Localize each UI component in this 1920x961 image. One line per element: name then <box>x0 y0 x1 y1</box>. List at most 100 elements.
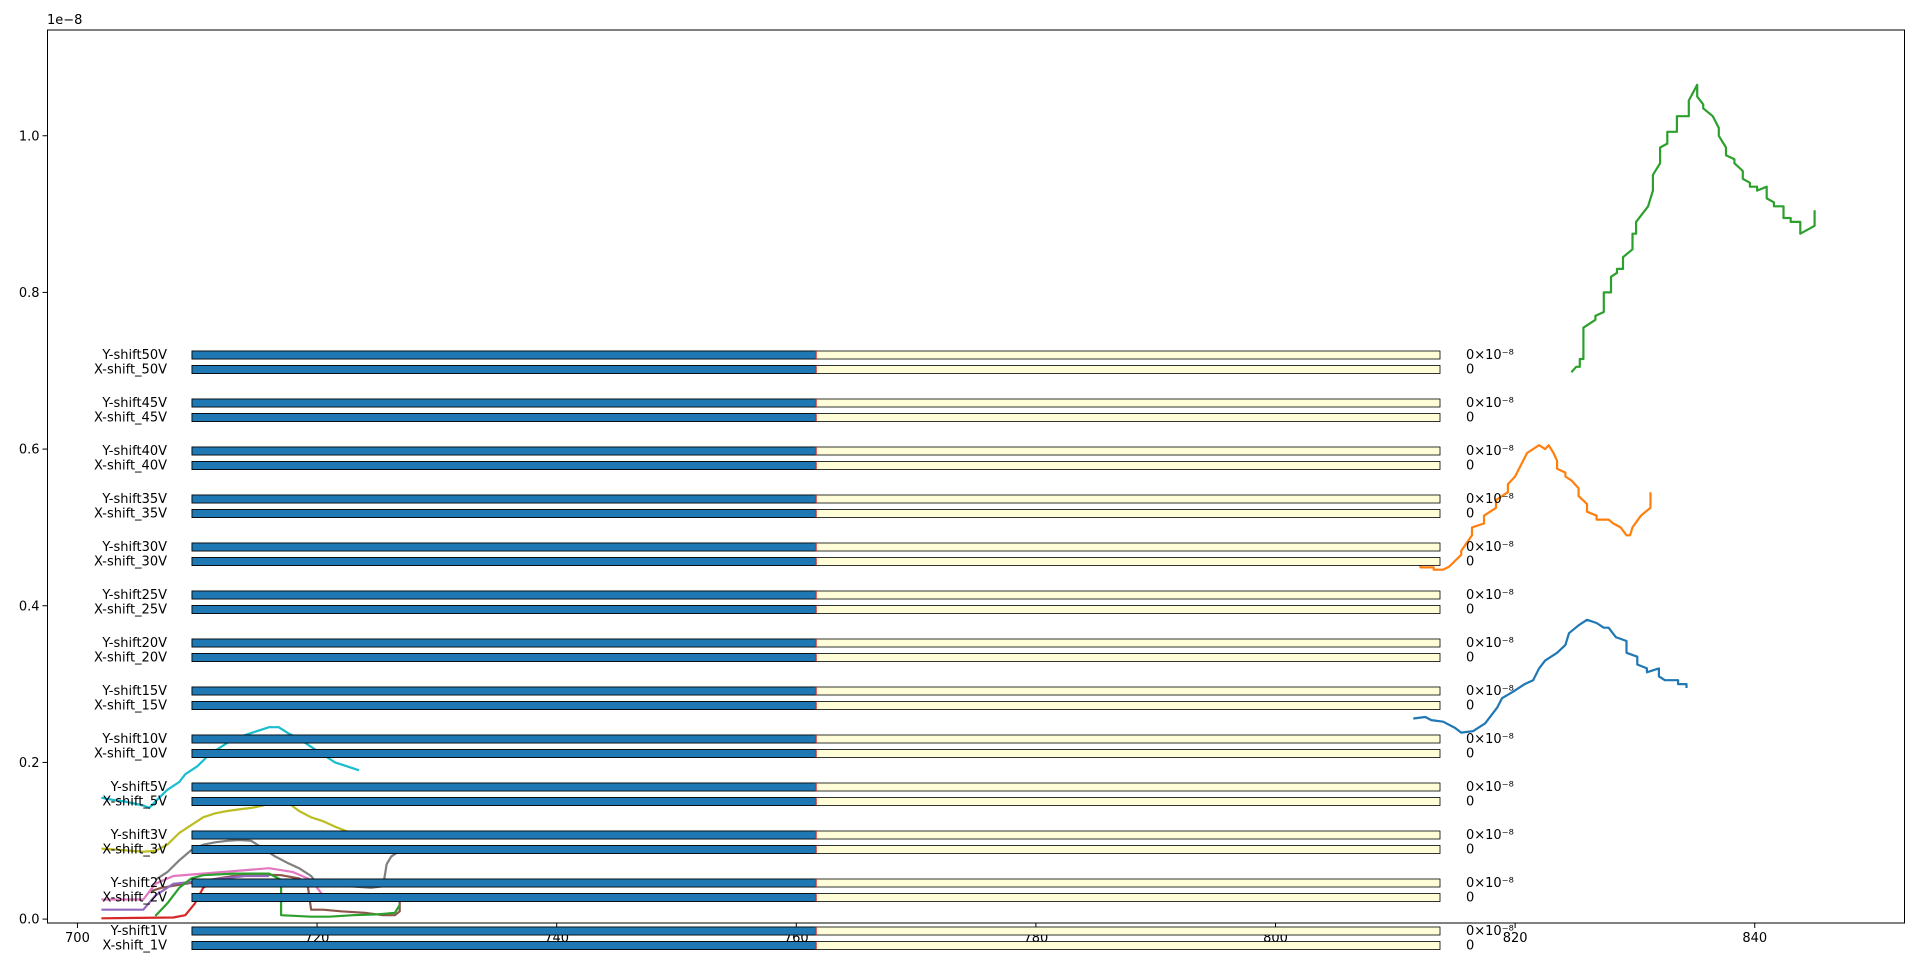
shift-bar-fill <box>191 926 817 936</box>
shift-row: X-shift_40V 0 <box>94 459 1474 474</box>
shift-row-label: Y-shift50V <box>101 348 167 363</box>
shift-row-value: 0×10⁻⁸ <box>1466 780 1514 795</box>
shift-row: X-shift_45V 0 <box>94 411 1474 426</box>
shift-bar-fill <box>191 461 817 470</box>
series-line <box>1409 444 1652 571</box>
shift-row: X-shift_1V 0 <box>102 939 1474 954</box>
axes-frame <box>47 29 1905 924</box>
shift-row-label: X-shift_35V <box>94 507 167 522</box>
shift-row-value: 0×10⁻⁸ <box>1466 924 1514 939</box>
shift-row: X-shift_3V 0 <box>102 843 1474 858</box>
shift-row-label: Y-shift15V <box>101 684 167 699</box>
shift-bar-fill <box>191 398 817 408</box>
shift-row: X-shift_25V 0 <box>94 603 1474 618</box>
shift-row-label: X-shift_20V <box>94 651 167 666</box>
shift-row: X-shift_30V 0 <box>94 555 1474 570</box>
shift-bar-fill <box>191 845 817 854</box>
shift-bar-fill <box>191 893 817 902</box>
shift-row-label: X-shift_3V <box>102 843 167 858</box>
shift-row: Y-shift50V 0×10⁻⁸ <box>101 348 1513 363</box>
shift-row-label: X-shift_25V <box>94 603 167 618</box>
y-tick-label: 0.0 <box>19 913 40 928</box>
shift-bar-fill <box>191 797 817 806</box>
shift-row-value: 0×10⁻⁸ <box>1466 444 1514 459</box>
shift-row-value: 0×10⁻⁸ <box>1466 684 1514 699</box>
y-tick-label: 1.0 <box>19 129 40 144</box>
shift-row-value: 0×10⁻⁸ <box>1466 876 1514 891</box>
shift-row-value: 0×10⁻⁸ <box>1466 396 1514 411</box>
shift-row-value: 0×10⁻⁸ <box>1466 492 1514 507</box>
shift-row-value: 0 <box>1466 651 1474 666</box>
y-tick-label: 0.6 <box>19 443 40 458</box>
shift-row: X-shift_5V 0 <box>102 795 1474 810</box>
shift-bar-fill <box>191 413 817 422</box>
shift-row-value: 0×10⁻⁸ <box>1466 540 1514 555</box>
shift-bar-fill <box>191 653 817 662</box>
shift-row-label: X-shift_1V <box>102 939 167 954</box>
y-axis: 0.0 0.2 0.4 0.6 0.8 1.0 <box>19 129 48 928</box>
shift-row-value: 0 <box>1466 699 1474 714</box>
shift-row-label: X-shift_2V <box>102 891 167 906</box>
shift-row: X-shift_50V 0 <box>94 363 1474 378</box>
shift-row: Y-shift2V 0×10⁻⁸ <box>110 876 1514 891</box>
shift-row-value: 0 <box>1466 747 1474 762</box>
shift-row: X-shift_20V 0 <box>94 651 1474 666</box>
shift-row: Y-shift1V 0×10⁻⁸ <box>110 924 1514 939</box>
x-tick-label: 700 <box>65 931 90 946</box>
shift-row: Y-shift20V 0×10⁻⁸ <box>101 636 1513 651</box>
shift-row: X-shift_35V 0 <box>94 507 1474 522</box>
series-line <box>101 798 360 853</box>
shift-row-value: 0×10⁻⁸ <box>1466 588 1514 603</box>
shift-bar-fill <box>191 542 817 552</box>
shift-row-value: 0 <box>1466 795 1474 810</box>
shift-row-value: 0 <box>1466 843 1474 858</box>
shift-row-value: 0 <box>1466 459 1474 474</box>
shift-row: Y-shift45V 0×10⁻⁸ <box>101 396 1513 411</box>
shift-row: Y-shift35V 0×10⁻⁸ <box>101 492 1513 507</box>
shift-bar-fill <box>191 557 817 566</box>
y-tick-label: 0.8 <box>19 286 40 301</box>
shift-bar-fill <box>191 446 817 456</box>
shift-bar-fill <box>191 686 817 696</box>
shift-bar-fill <box>191 509 817 518</box>
shift-row-label: Y-shift2V <box>110 876 167 891</box>
shift-row: Y-shift25V 0×10⁻⁸ <box>101 588 1513 603</box>
shift-row-label: Y-shift25V <box>101 588 167 603</box>
shift-bars-panel: Y-shift50V 0×10⁻⁸ X-shift_50V 0 Y-shift45V 0×… <box>94 348 1514 954</box>
shift-row-value: 0×10⁻⁸ <box>1466 348 1514 363</box>
shift-row-value: 0 <box>1466 555 1474 570</box>
shift-bar-fill <box>191 365 817 374</box>
shift-row: Y-shift30V 0×10⁻⁸ <box>101 540 1513 555</box>
shift-bar-fill <box>191 830 817 840</box>
x-tick-label: 840 <box>1742 931 1767 946</box>
shift-bar-fill <box>191 749 817 758</box>
shift-row: Y-shift15V 0×10⁻⁸ <box>101 684 1513 699</box>
shift-row-value: 0 <box>1466 363 1474 378</box>
shift-row: X-shift_10V 0 <box>94 747 1474 762</box>
shift-row-label: Y-shift5V <box>110 780 167 795</box>
shift-bar-fill <box>191 494 817 504</box>
shift-bar-fill <box>191 638 817 648</box>
shift-row-value: 0 <box>1466 507 1474 522</box>
y-tick-label: 0.2 <box>19 756 40 771</box>
shift-row: Y-shift40V 0×10⁻⁸ <box>101 444 1513 459</box>
shift-row-value: 0 <box>1466 939 1474 954</box>
shift-row-label: X-shift_45V <box>94 411 167 426</box>
shift-row-label: X-shift_5V <box>102 795 167 810</box>
y-offset-text: 1e−8 <box>47 13 82 28</box>
shift-bar-fill <box>191 941 817 950</box>
shift-bar-fill <box>191 878 817 888</box>
shift-row-label: Y-shift40V <box>101 444 167 459</box>
shift-row-value: 0 <box>1466 411 1474 426</box>
shift-bar-fill <box>191 734 817 744</box>
shift-row-value: 0×10⁻⁸ <box>1466 732 1514 747</box>
series-line <box>1570 83 1816 374</box>
shift-bar-fill <box>191 782 817 792</box>
shift-row-label: Y-shift20V <box>101 636 167 651</box>
shift-row-label: X-shift_15V <box>94 699 167 714</box>
shift-row-label: Y-shift45V <box>101 396 167 411</box>
shift-row-label: Y-shift30V <box>101 540 167 555</box>
shift-row: X-shift_15V 0 <box>94 699 1474 714</box>
shift-bar-fill <box>191 350 817 360</box>
